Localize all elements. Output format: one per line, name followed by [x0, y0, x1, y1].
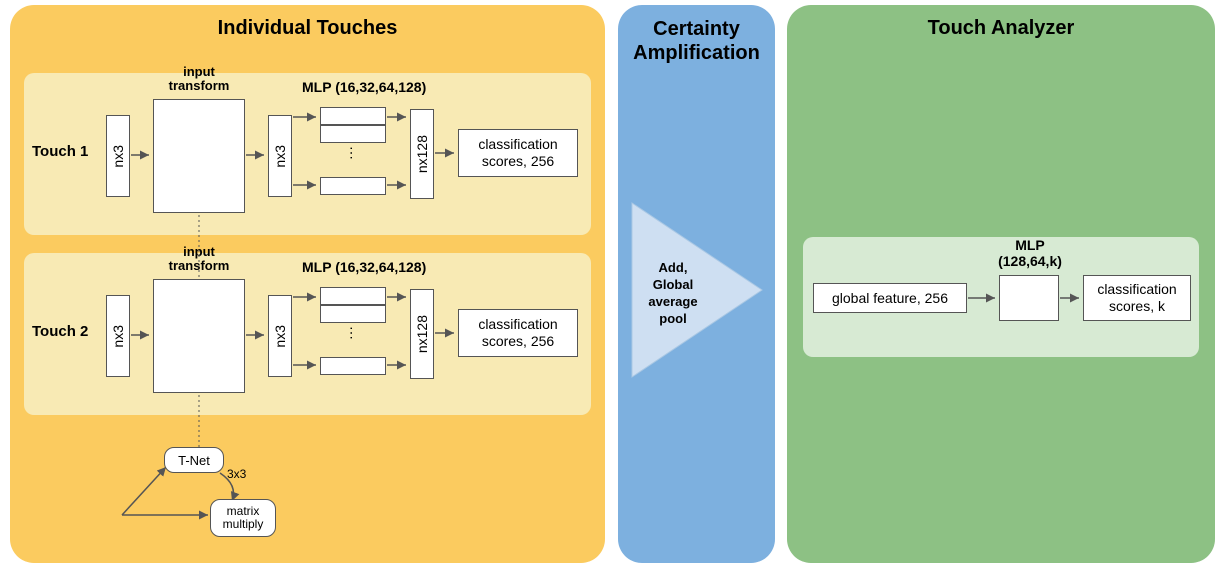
- touch1-mlp-layer-2: [320, 177, 386, 195]
- touch2-input-transform: [153, 279, 245, 393]
- title-certainty: Certainty Amplification: [618, 17, 775, 65]
- touch1-mlp-dots: ⋯: [344, 146, 360, 159]
- touch1-label: Touch 1: [32, 143, 88, 160]
- touch2-mlp-label: MLP (16,32,64,128): [302, 259, 426, 275]
- analyzer-mlp-label: MLP (128,64,k): [983, 237, 1077, 269]
- touch2-mlp-layer-2: [320, 357, 386, 375]
- touch1-mlp-label: MLP (16,32,64,128): [302, 79, 426, 95]
- title-analyzer: Touch Analyzer: [787, 17, 1215, 40]
- tnet-box: T-Net: [164, 447, 224, 473]
- touch1-nx3-2-text: nx3: [272, 145, 288, 168]
- touch2-nx128: nx128: [410, 289, 434, 379]
- touch2-class-scores: classification scores, 256: [458, 309, 578, 357]
- touch1-nx128: nx128: [410, 109, 434, 199]
- touch2-nx3-1: nx3: [106, 295, 130, 377]
- touch1-mlp-layer-1: [320, 107, 386, 125]
- analyzer-mlp-box: [999, 275, 1059, 321]
- analyzer-inner: global feature, 256 MLP (128,64,k) class…: [803, 237, 1199, 357]
- touch1-nx3-2: nx3: [268, 115, 292, 197]
- touch1-input-transform-label: input transform: [159, 65, 239, 94]
- touch2-label: Touch 2: [32, 323, 88, 340]
- touch2-nx3-2: nx3: [268, 295, 292, 377]
- touch2-mlp-dots: ⋯: [344, 326, 360, 339]
- touch1-input-transform: [153, 99, 245, 213]
- tnet-dim: 3x3: [227, 467, 246, 481]
- touch1-class-scores: classification scores, 256: [458, 129, 578, 177]
- global-feature-box: global feature, 256: [813, 283, 967, 313]
- matmul-box: matrix multiply: [210, 499, 276, 537]
- analyzer-class-scores: classification scores, k: [1083, 275, 1191, 321]
- title-individual: Individual Touches: [10, 17, 605, 40]
- touch1-mlp-layer-1b: [320, 125, 386, 143]
- touch2-panel: Touch 2 nx3 input transform nx3 MLP (16,…: [24, 253, 591, 415]
- touch2-input-transform-label: input transform: [159, 245, 239, 274]
- panel-analyzer: Touch Analyzer global feature, 256 MLP (…: [787, 5, 1215, 563]
- touch1-nx128-text: nx128: [414, 135, 430, 173]
- touch2-mlp-layer-1b: [320, 305, 386, 323]
- touch2-mlp-layer-1: [320, 287, 386, 305]
- panel-certainty: Certainty Amplification Add, Global aver…: [618, 5, 775, 563]
- touch1-nx3-1: nx3: [106, 115, 130, 197]
- panel-individual-touches: Individual Touches Touch 1 nx3 input tra…: [10, 5, 605, 563]
- touch1-nx3-1-text: nx3: [110, 145, 126, 168]
- touch1-panel: Touch 1 nx3 input transform nx3 MLP (16,…: [24, 73, 591, 235]
- certainty-triangle-text: Add, Global average pool: [638, 260, 708, 328]
